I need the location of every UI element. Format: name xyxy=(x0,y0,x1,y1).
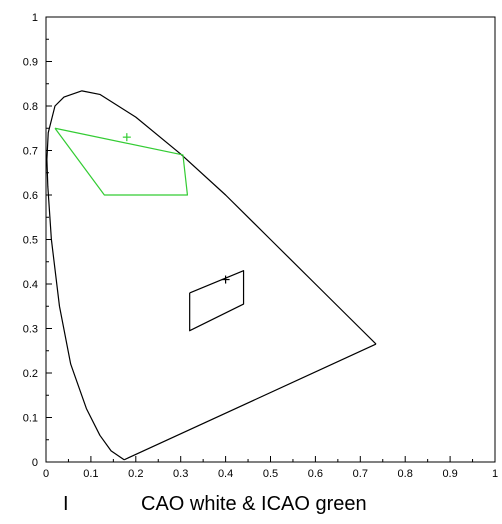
y-tick-label: 0.6 xyxy=(23,190,38,202)
y-tick-label: 0.1 xyxy=(23,413,38,425)
x-tick-label: 0.7 xyxy=(353,468,368,480)
spectral-locus-curve xyxy=(46,90,377,461)
y-tick-label: 0.8 xyxy=(23,101,38,113)
x-tick-label: 0.1 xyxy=(83,468,98,480)
x-tick-label: 0.5 xyxy=(263,468,278,480)
x-tick-label: 0.8 xyxy=(398,468,413,480)
green-region-outline xyxy=(54,127,189,196)
x-tick-label: 1 xyxy=(492,468,498,480)
x-tick-label: 0.3 xyxy=(173,468,188,480)
y-tick-label: 0.5 xyxy=(23,235,38,247)
x-tick-label: 0.6 xyxy=(308,468,323,480)
chart-title-left: I xyxy=(63,493,69,515)
x-tick-label: 0.4 xyxy=(218,468,233,480)
y-tick-label: 0.3 xyxy=(23,324,38,336)
y-tick-label: 0 xyxy=(32,457,38,469)
y-tick-label: 1 xyxy=(32,12,38,24)
y-tick-label: 0.2 xyxy=(23,368,38,380)
x-tick-label: 0 xyxy=(43,468,49,480)
chart-title: CAO white & ICAO green xyxy=(141,493,367,515)
purple-line xyxy=(123,343,377,461)
y-tick-label: 0.9 xyxy=(23,57,38,69)
white-region-outline xyxy=(189,270,245,332)
x-tick-label: 0.2 xyxy=(128,468,143,480)
y-tick-label: 0.4 xyxy=(23,279,38,291)
x-tick-label: 0.9 xyxy=(442,468,457,480)
y-tick-label: 0.7 xyxy=(23,146,38,158)
